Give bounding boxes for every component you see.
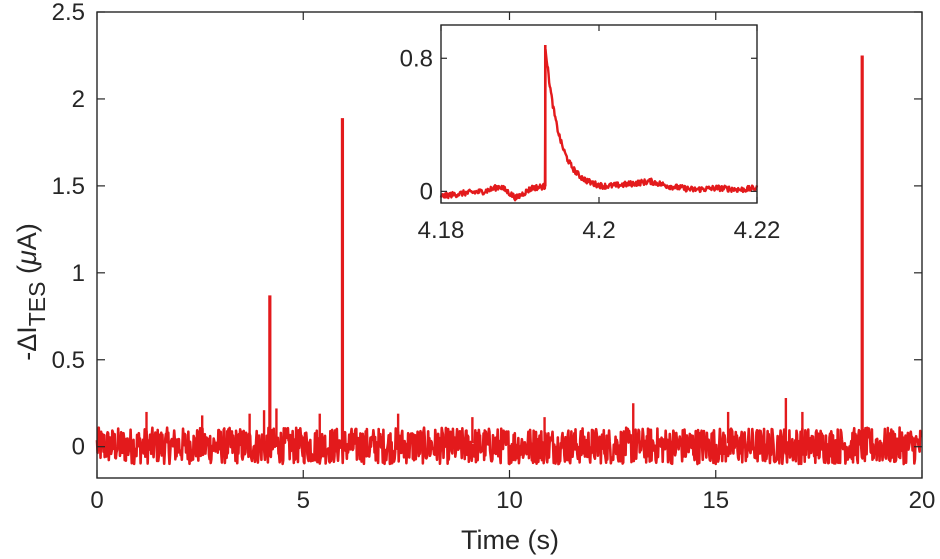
- main-plot: 0 5 10 15 20 0 0.5 1 1.5 2 2.5 Time (s) -ΔITES (μA…: [12, 0, 935, 555]
- inset-axis-ticks: 4.18 4.2 4.22 0 0.8: [400, 25, 781, 244]
- main-axis-ticks: 0 5 10 15 20 0 0.5 1 1.5 2 2.5: [52, 0, 936, 514]
- x-tick-label: 0: [90, 487, 103, 514]
- inset-trace: [439, 48, 759, 202]
- y-tick-label: 0: [72, 434, 85, 461]
- inset-series: [439, 44, 759, 202]
- x-tick-label: 15: [702, 487, 729, 514]
- noise-trace: [95, 426, 923, 466]
- y-axis-title-unit-mu: μ: [12, 250, 42, 266]
- y-tick-label: 2.5: [52, 0, 85, 26]
- inset-plot: 4.18 4.2 4.22 0 0.8: [400, 24, 781, 244]
- inset-background: [441, 25, 757, 203]
- y-tick-label: 0.5: [52, 347, 85, 374]
- inset-y-tick-label: 0.8: [400, 45, 433, 72]
- inset-y-tick-label: 0: [420, 178, 433, 205]
- y-tick-label: 1.5: [52, 173, 85, 200]
- x-tick-label: 5: [297, 487, 310, 514]
- y-axis-title-unit-close: A): [12, 223, 42, 250]
- main-x-axis-title: Time (s): [461, 525, 559, 555]
- inset-x-tick-label: 4.22: [734, 217, 781, 244]
- inset-x-tick-label: 4.18: [418, 217, 465, 244]
- x-tick-label: 10: [496, 487, 523, 514]
- x-tick-label: 20: [909, 487, 936, 514]
- y-tick-label: 1: [72, 260, 85, 287]
- y-tick-label: 2: [72, 86, 85, 113]
- main-y-axis-title: -ΔITES (μA): [12, 223, 50, 361]
- y-axis-title-unit-open: (: [12, 265, 42, 282]
- y-axis-title-subscript: TES: [24, 282, 50, 327]
- y-axis-title-prefix: -ΔI: [12, 326, 42, 361]
- main-series: [95, 55, 923, 466]
- inset-x-tick-label: 4.2: [582, 217, 615, 244]
